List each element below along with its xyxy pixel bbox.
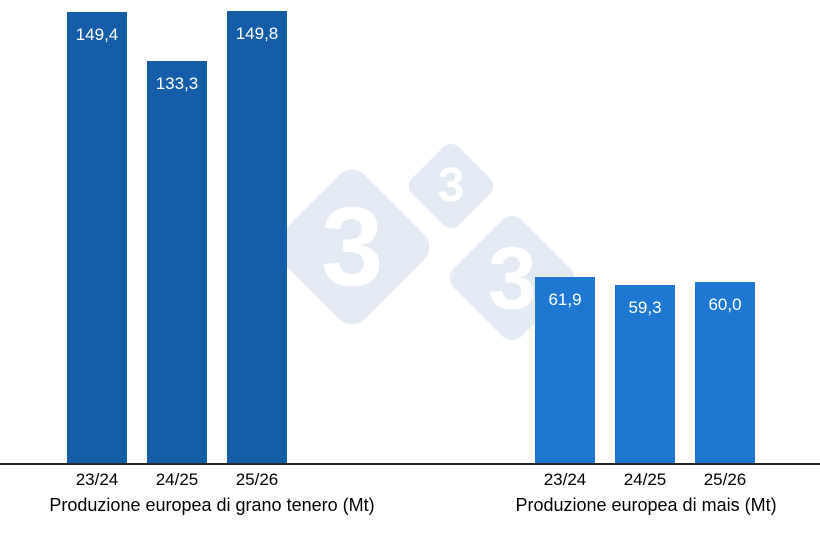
bar: 133,3 bbox=[147, 61, 207, 464]
bar-value-label: 133,3 bbox=[155, 74, 199, 93]
bar-value-label: 59,3 bbox=[628, 298, 662, 317]
bar: 59,3 bbox=[615, 285, 675, 464]
watermark-3-glyph: 3 bbox=[437, 158, 465, 212]
x-tick-label: 25/26 bbox=[235, 470, 279, 489]
watermark-diamond-small: 3 bbox=[404, 139, 498, 233]
bar: 149,8 bbox=[227, 11, 287, 464]
bar-value-label: 61,9 bbox=[548, 290, 582, 309]
bar-value-label: 60,0 bbox=[708, 295, 742, 314]
x-axis-line bbox=[0, 463, 820, 465]
x-tick-label: 24/25 bbox=[623, 470, 667, 489]
watermark-3-glyph: 3 bbox=[487, 227, 537, 327]
x-tick-label: 25/26 bbox=[703, 470, 747, 489]
x-tick-label: 23/24 bbox=[543, 470, 587, 489]
x-tick-label: 24/25 bbox=[155, 470, 199, 489]
wheat-group-title: Produzione europea di grano tenero (Mt) bbox=[49, 495, 375, 515]
bar: 149,4 bbox=[67, 12, 127, 464]
maize-group-title: Produzione europea di mais (Mt) bbox=[515, 495, 777, 515]
bar: 61,9 bbox=[535, 277, 595, 464]
watermark-3-glyph: 3 bbox=[320, 183, 384, 309]
bar-value-label: 149,8 bbox=[235, 24, 279, 43]
x-tick-label: 23/24 bbox=[75, 470, 119, 489]
bar: 60,0 bbox=[695, 282, 755, 464]
bar-value-label: 149,4 bbox=[75, 25, 119, 44]
